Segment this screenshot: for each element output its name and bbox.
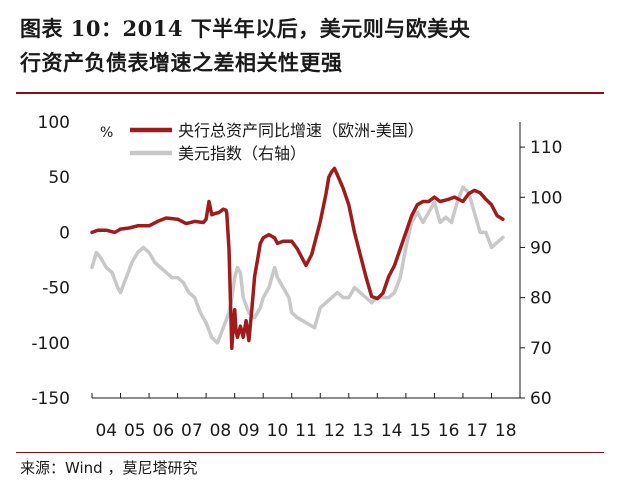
y-right-tick-label: 80 xyxy=(530,289,552,309)
x-tick-label: 10 xyxy=(267,421,289,441)
x-tick-label: 07 xyxy=(181,421,203,441)
x-tick-label: 05 xyxy=(124,421,146,441)
y-left-tick-label: -50 xyxy=(42,279,70,299)
y-left-tick-label: -150 xyxy=(31,389,70,409)
x-tick-label: 06 xyxy=(153,421,175,441)
legend-label: 央行总资产同比增速（欧洲-美国） xyxy=(178,121,424,140)
y-left-tick-label: 100 xyxy=(38,113,70,133)
x-tick-label: 04 xyxy=(95,421,117,441)
x-tick-label: 13 xyxy=(352,421,374,441)
series-line-balance-sheet-spread xyxy=(90,166,505,351)
series-line-dollar-index xyxy=(90,185,505,345)
y-left-tick-label: 0 xyxy=(59,223,70,243)
title-divider xyxy=(16,92,604,94)
x-tick-label: 14 xyxy=(381,421,403,441)
figure-title-line: 图表 10：2014 下半年以后，美元则与欧美央 xyxy=(20,16,471,41)
x-tick-label: 17 xyxy=(466,421,488,441)
y-right-tick-label: 100 xyxy=(530,188,562,208)
x-tick-label: 18 xyxy=(495,421,517,441)
y-right-tick-label: 110 xyxy=(530,138,562,158)
y-right-tick-label: 70 xyxy=(530,339,552,359)
source-note: 来源：Wind ，莫尼塔研究 xyxy=(20,458,197,478)
source-divider xyxy=(16,452,604,453)
x-tick-label: 08 xyxy=(210,421,232,441)
x-tick-label: 16 xyxy=(438,421,460,441)
figure-title-line: 行资产负债表增速之差相关性更强 xyxy=(20,50,343,75)
x-tick-label: 09 xyxy=(238,421,260,441)
figure-title: 图表 10：2014 下半年以后，美元则与欧美央 行资产负债表增速之差相关性更强 xyxy=(20,12,610,80)
x-tick-label: 15 xyxy=(409,421,431,441)
x-tick-label: 12 xyxy=(324,421,346,441)
y-left-tick-label: 50 xyxy=(48,168,70,188)
y-right-tick-label: 60 xyxy=(530,389,552,409)
y-right-tick-label: 90 xyxy=(530,238,552,258)
legend-label: 美元指数（右轴） xyxy=(178,144,306,163)
unit-label: % xyxy=(100,125,113,141)
source-text: 来源：Wind ，莫尼塔研究 xyxy=(20,459,198,477)
y-left-tick-label: -100 xyxy=(31,334,70,354)
x-tick-label: 11 xyxy=(295,421,317,441)
